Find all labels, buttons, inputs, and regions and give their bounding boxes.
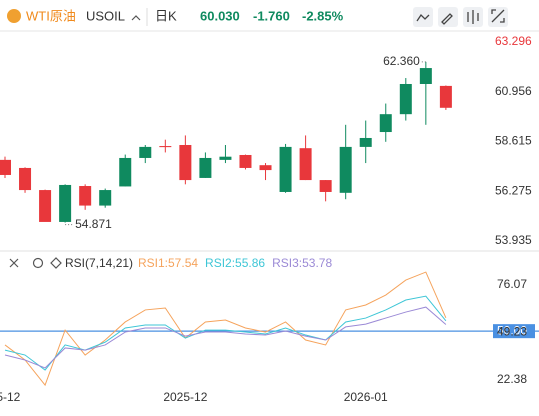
candle-body <box>239 154 252 168</box>
y-tick-label: 63.296 <box>495 34 532 48</box>
candle-body <box>179 144 192 181</box>
y-tick-label: 60.956 <box>495 84 532 98</box>
candle-body <box>119 157 132 187</box>
toolbar-icon <box>416 13 430 22</box>
tick-label-bg <box>493 324 535 339</box>
eye-icon[interactable] <box>50 257 62 269</box>
low-annotation: 54.871 <box>75 217 112 231</box>
y-tick-label: 56.275 <box>495 183 532 197</box>
candle-body <box>419 68 432 84</box>
y-tick-label: 22.38 <box>497 372 527 386</box>
symbol-code: USOIL <box>86 8 125 23</box>
candle-body <box>199 157 212 178</box>
rsi-line <box>4 271 447 387</box>
candle-body <box>359 137 372 147</box>
candle-body <box>319 180 332 192</box>
close-icon[interactable] <box>9 258 19 268</box>
y-tick-label: 76.07 <box>497 277 527 291</box>
rsi-line <box>4 295 447 371</box>
candle-body <box>379 114 392 133</box>
candle-body <box>0 159 11 175</box>
legend-entry: RSI1:57.54 <box>138 256 198 270</box>
candle-body <box>219 156 232 160</box>
rsi-line <box>4 306 447 369</box>
x-tick-label: 2025-12 <box>163 390 207 404</box>
candle-body <box>19 167 32 191</box>
indicator-title: RSI(7,14,21) <box>65 256 133 270</box>
change-pct: -2.85% <box>302 8 344 23</box>
candle-body <box>39 190 52 222</box>
symbol-icon <box>7 9 21 23</box>
candle-body <box>59 184 72 222</box>
toolbar-button[interactable] <box>488 7 508 27</box>
x-tick-label: 25-12 <box>0 390 21 404</box>
dropdown-arrow[interactable] <box>131 15 141 21</box>
settings-icon[interactable] <box>32 257 44 269</box>
toolbar-icon <box>467 10 479 24</box>
candle-body <box>159 146 172 148</box>
candle-body <box>279 146 292 192</box>
toolbar-icon <box>441 13 453 25</box>
change: -1.760 <box>253 8 290 23</box>
candle-body <box>99 190 112 206</box>
candle-body <box>139 146 152 158</box>
candle-body <box>399 83 412 115</box>
y-tick-label: 53.935 <box>495 233 532 247</box>
y-tick-label: 49.23 <box>497 325 527 339</box>
period[interactable]: 日K <box>155 8 177 23</box>
x-tick-label: 2026-01 <box>344 390 388 404</box>
candle-body <box>79 186 92 206</box>
toolbar-icon <box>491 9 505 23</box>
y-tick-label: 58.615 <box>495 134 532 148</box>
candle-body <box>439 85 452 108</box>
toolbar-button[interactable] <box>438 7 458 27</box>
candle-body <box>259 165 272 171</box>
candle-body <box>339 146 352 193</box>
candle-body <box>299 148 312 181</box>
symbol-name[interactable]: WTI原油 <box>26 8 76 23</box>
price: 60.030 <box>200 8 240 23</box>
legend-entry: RSI2:55.86 <box>205 256 265 270</box>
high-annotation: 62.360 <box>383 54 420 68</box>
legend-entry: RSI3:53.78 <box>272 256 332 270</box>
y-tick-label: 50.00 <box>497 323 527 337</box>
